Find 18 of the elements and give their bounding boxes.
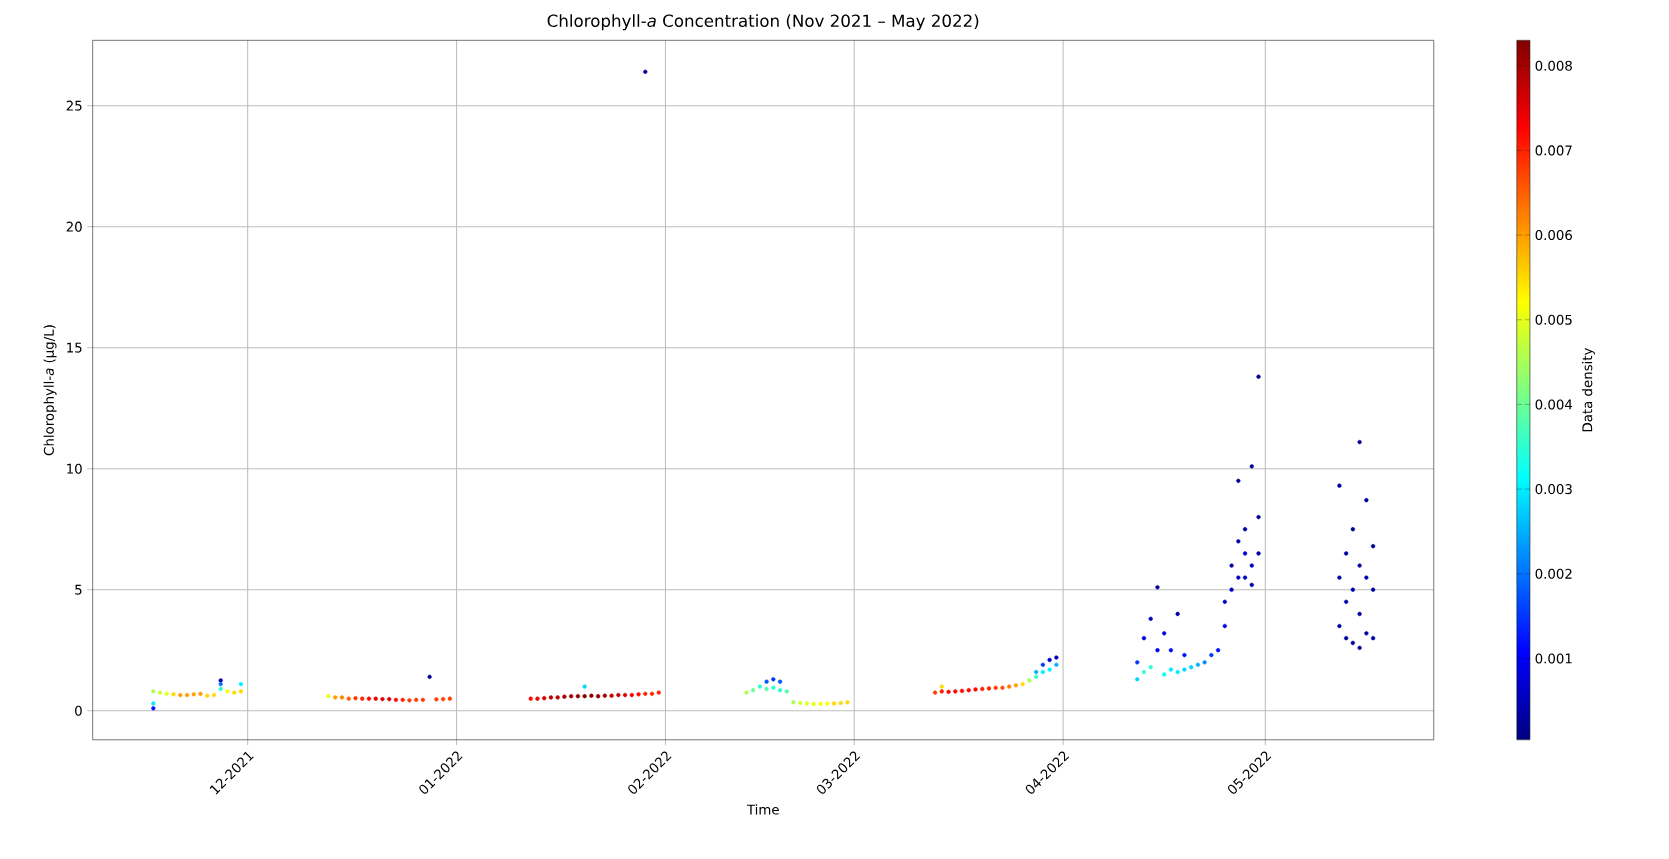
color-bar-label: 0.008 (1535, 60, 1572, 71)
chart-title: Chlorophyll-a Concentration (Nov 2021 – May 2022) (547, 14, 979, 31)
y-tick-label: 0 (75, 705, 82, 716)
color-bar-label: 0.006 (1535, 230, 1573, 241)
y-tick-label: 15 (67, 342, 82, 353)
color-bar-label: 0.003 (1535, 484, 1572, 495)
color-bar-label: 0.005 (1535, 314, 1572, 325)
y-tick-label: 5 (75, 584, 82, 595)
y-tick-label: 20 (66, 221, 82, 232)
color-bar-label: 0.001 (1535, 653, 1572, 664)
color-bar-title: Data density (1581, 347, 1595, 432)
x-axis-title: Time (746, 804, 779, 815)
color-bar-label: 0.002 (1535, 568, 1572, 579)
color-bar-label: 0.007 (1535, 145, 1572, 156)
y-tick-label: 10 (67, 463, 82, 474)
y-axis-title: Chlorophyll-a (μg/L) (43, 325, 57, 456)
y-tick-label: 25 (66, 100, 82, 111)
color-bar-label: 0.004 (1535, 399, 1573, 410)
